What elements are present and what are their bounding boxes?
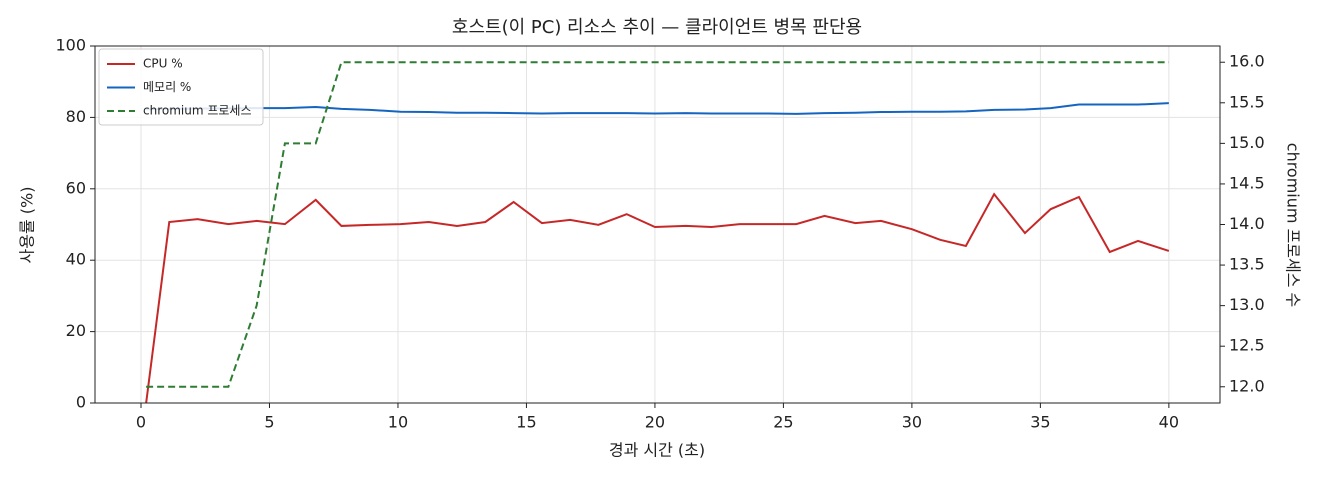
x-tick-label: 5 (264, 413, 274, 432)
series-line (146, 61, 1169, 388)
x-tick-label: 10 (388, 413, 408, 432)
x-tick-label: 35 (1030, 413, 1050, 432)
x-axis-label: 경과 시간 (초) (609, 441, 705, 460)
x-tick-label: 15 (516, 413, 536, 432)
legend-label: 메모리 % (143, 80, 191, 94)
y2-tick-label: 12.5 (1229, 336, 1265, 355)
y2-tick-label: 13.5 (1229, 255, 1265, 274)
y2-tick-label: 14.0 (1229, 214, 1265, 233)
y2-tick-label: 16.0 (1229, 52, 1265, 71)
y-tick-label: 0 (76, 393, 86, 412)
x-tick-label: 40 (1159, 413, 1179, 432)
x-tick-label: 30 (902, 413, 922, 432)
y-tick-label: 100 (55, 36, 86, 55)
plot-frame (94, 45, 1221, 404)
y-axis-label: 사용률 (%) (18, 187, 37, 264)
legend-label: CPU % (143, 57, 183, 71)
x-tick-label: 25 (773, 413, 793, 432)
legend-label: chromium 프로세스 (143, 104, 252, 118)
y-tick-label: 40 (66, 250, 86, 269)
series-line (146, 102, 1169, 115)
y2-tick-label: 13.0 (1229, 295, 1265, 314)
legend-box (98, 48, 264, 126)
y2-tick-label: 12.0 (1229, 376, 1265, 395)
series-line (145, 192, 1170, 404)
y-tick-label: 60 (66, 178, 86, 197)
y2-tick-label: 15.0 (1229, 133, 1265, 152)
y2-axis-label: chromium 프로세스 수 (1284, 143, 1303, 307)
x-tick-label: 0 (136, 413, 146, 432)
x-tick-label: 20 (645, 413, 665, 432)
y-tick-label: 20 (66, 321, 86, 340)
y2-tick-label: 14.5 (1229, 173, 1265, 192)
y2-tick-label: 15.5 (1229, 92, 1265, 111)
y-tick-label: 80 (66, 107, 86, 126)
chart-title: 호스트(이 PC) 리소스 추이 — 클라이언트 병목 판단용 (452, 17, 862, 38)
